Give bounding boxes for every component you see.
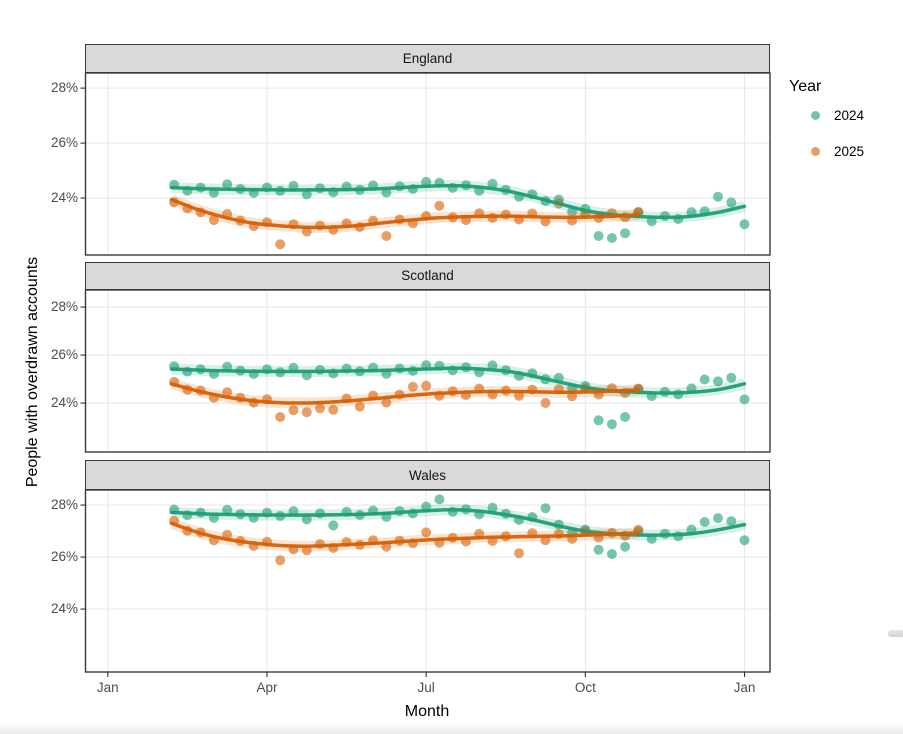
data-point-2024	[434, 494, 445, 505]
data-point-2025	[434, 200, 445, 211]
data-point-2025	[275, 555, 286, 566]
y-tick-label: 26%	[50, 135, 78, 151]
x-tick-label: Apr	[256, 680, 278, 695]
legend-item-2024: 2024	[789, 106, 864, 124]
trend-line-2025	[169, 521, 641, 548]
data-point-2025	[407, 381, 418, 392]
facet-strip-england: England	[85, 44, 770, 73]
y-tick-label: 26%	[50, 549, 78, 565]
data-point-2024	[421, 176, 432, 187]
data-point-2025	[275, 239, 286, 250]
panel-england	[84, 72, 771, 256]
data-point-2025	[381, 231, 392, 241]
trend-line-2024	[169, 366, 747, 395]
legend: Year 2024 2025	[789, 78, 864, 178]
legend-point-icon-2025	[811, 146, 820, 156]
x-tick-label: Jan	[96, 680, 119, 695]
panel-scotland	[84, 289, 771, 453]
x-tick-label: Oct	[574, 680, 596, 695]
data-point-2024	[739, 535, 750, 546]
data-point-2025	[301, 407, 312, 418]
y-tick-label: 28%	[50, 497, 78, 513]
facet-strip-label: Scotland	[401, 268, 454, 284]
panel-border	[84, 72, 771, 256]
data-point-2025	[288, 405, 299, 416]
horizontal-scrollbar-thumb[interactable]	[888, 630, 903, 637]
points-2025	[169, 376, 644, 422]
data-point-2024	[726, 516, 737, 527]
window-bottom-edge	[0, 723, 903, 734]
panel-background	[85, 490, 770, 672]
legend-point-icon-2024	[811, 110, 820, 120]
legend-title: Year	[789, 78, 822, 95]
data-point-2025	[301, 226, 312, 237]
data-point-2024	[726, 197, 737, 208]
data-point-2025	[275, 412, 286, 422]
data-point-2025	[381, 397, 392, 408]
data-point-2024	[540, 503, 551, 514]
trend-line-2024	[169, 508, 747, 537]
data-point-2024	[222, 179, 233, 190]
data-point-2025	[540, 398, 551, 408]
panel-border	[84, 289, 771, 453]
data-point-2024	[328, 520, 339, 531]
legend-label-2024: 2024	[834, 107, 865, 123]
data-point-2025	[540, 216, 551, 227]
data-point-2024	[487, 178, 498, 189]
data-point-2024	[620, 541, 631, 552]
panel-border	[84, 489, 771, 673]
trend-line-2025	[169, 197, 641, 230]
facet-strip-wales: Wales	[85, 460, 770, 490]
data-point-2024	[593, 231, 604, 241]
data-point-2024	[222, 504, 233, 515]
data-point-2025	[222, 387, 233, 398]
data-point-2024	[739, 219, 750, 230]
data-point-2024	[713, 376, 723, 387]
x-tick-label: Jan	[733, 680, 756, 695]
panel-background	[85, 73, 770, 255]
legend-item-2025: 2025	[789, 142, 864, 160]
facet-strip-label: Wales	[408, 467, 446, 483]
data-point-2025	[421, 380, 432, 391]
data-point-2025	[514, 548, 524, 559]
data-point-2024	[713, 513, 723, 524]
data-point-2025	[328, 404, 339, 415]
data-point-2024	[487, 502, 498, 513]
y-tick-label: 24%	[50, 190, 78, 206]
data-point-2024	[713, 191, 723, 202]
x-axis-title: Month	[404, 703, 450, 720]
y-tick-label: 24%	[50, 395, 78, 411]
data-point-2025	[421, 527, 432, 538]
trend-line-2025	[169, 382, 641, 405]
data-point-2024	[606, 549, 617, 559]
legend-label-2025: 2025	[834, 143, 865, 159]
y-axis-title: People with overdrawn accounts	[24, 256, 41, 488]
data-point-2024	[620, 228, 631, 239]
data-point-2024	[301, 189, 312, 200]
data-point-2024	[606, 233, 617, 243]
y-tick-label: 24%	[50, 601, 78, 617]
data-point-2024	[739, 394, 750, 405]
trend-line-2024	[169, 183, 747, 220]
panel-wales	[84, 489, 771, 673]
y-tick-label: 28%	[50, 80, 78, 96]
data-point-2024	[606, 419, 617, 430]
data-point-2024	[699, 517, 710, 527]
data-point-2024	[301, 514, 312, 525]
data-point-2024	[593, 544, 604, 555]
data-point-2024	[699, 374, 710, 385]
data-point-2025	[354, 401, 365, 412]
data-point-2024	[620, 412, 631, 422]
x-tick-label: Jul	[417, 680, 435, 695]
data-point-2025	[208, 215, 219, 226]
facet-strip-label: England	[402, 51, 453, 66]
data-point-2024	[726, 372, 737, 383]
data-point-2024	[593, 415, 604, 426]
facet-strip-scotland: Scotland	[85, 261, 770, 290]
y-tick-label: 28%	[50, 299, 78, 315]
y-tick-label: 26%	[50, 347, 78, 363]
data-point-2025	[315, 403, 325, 414]
